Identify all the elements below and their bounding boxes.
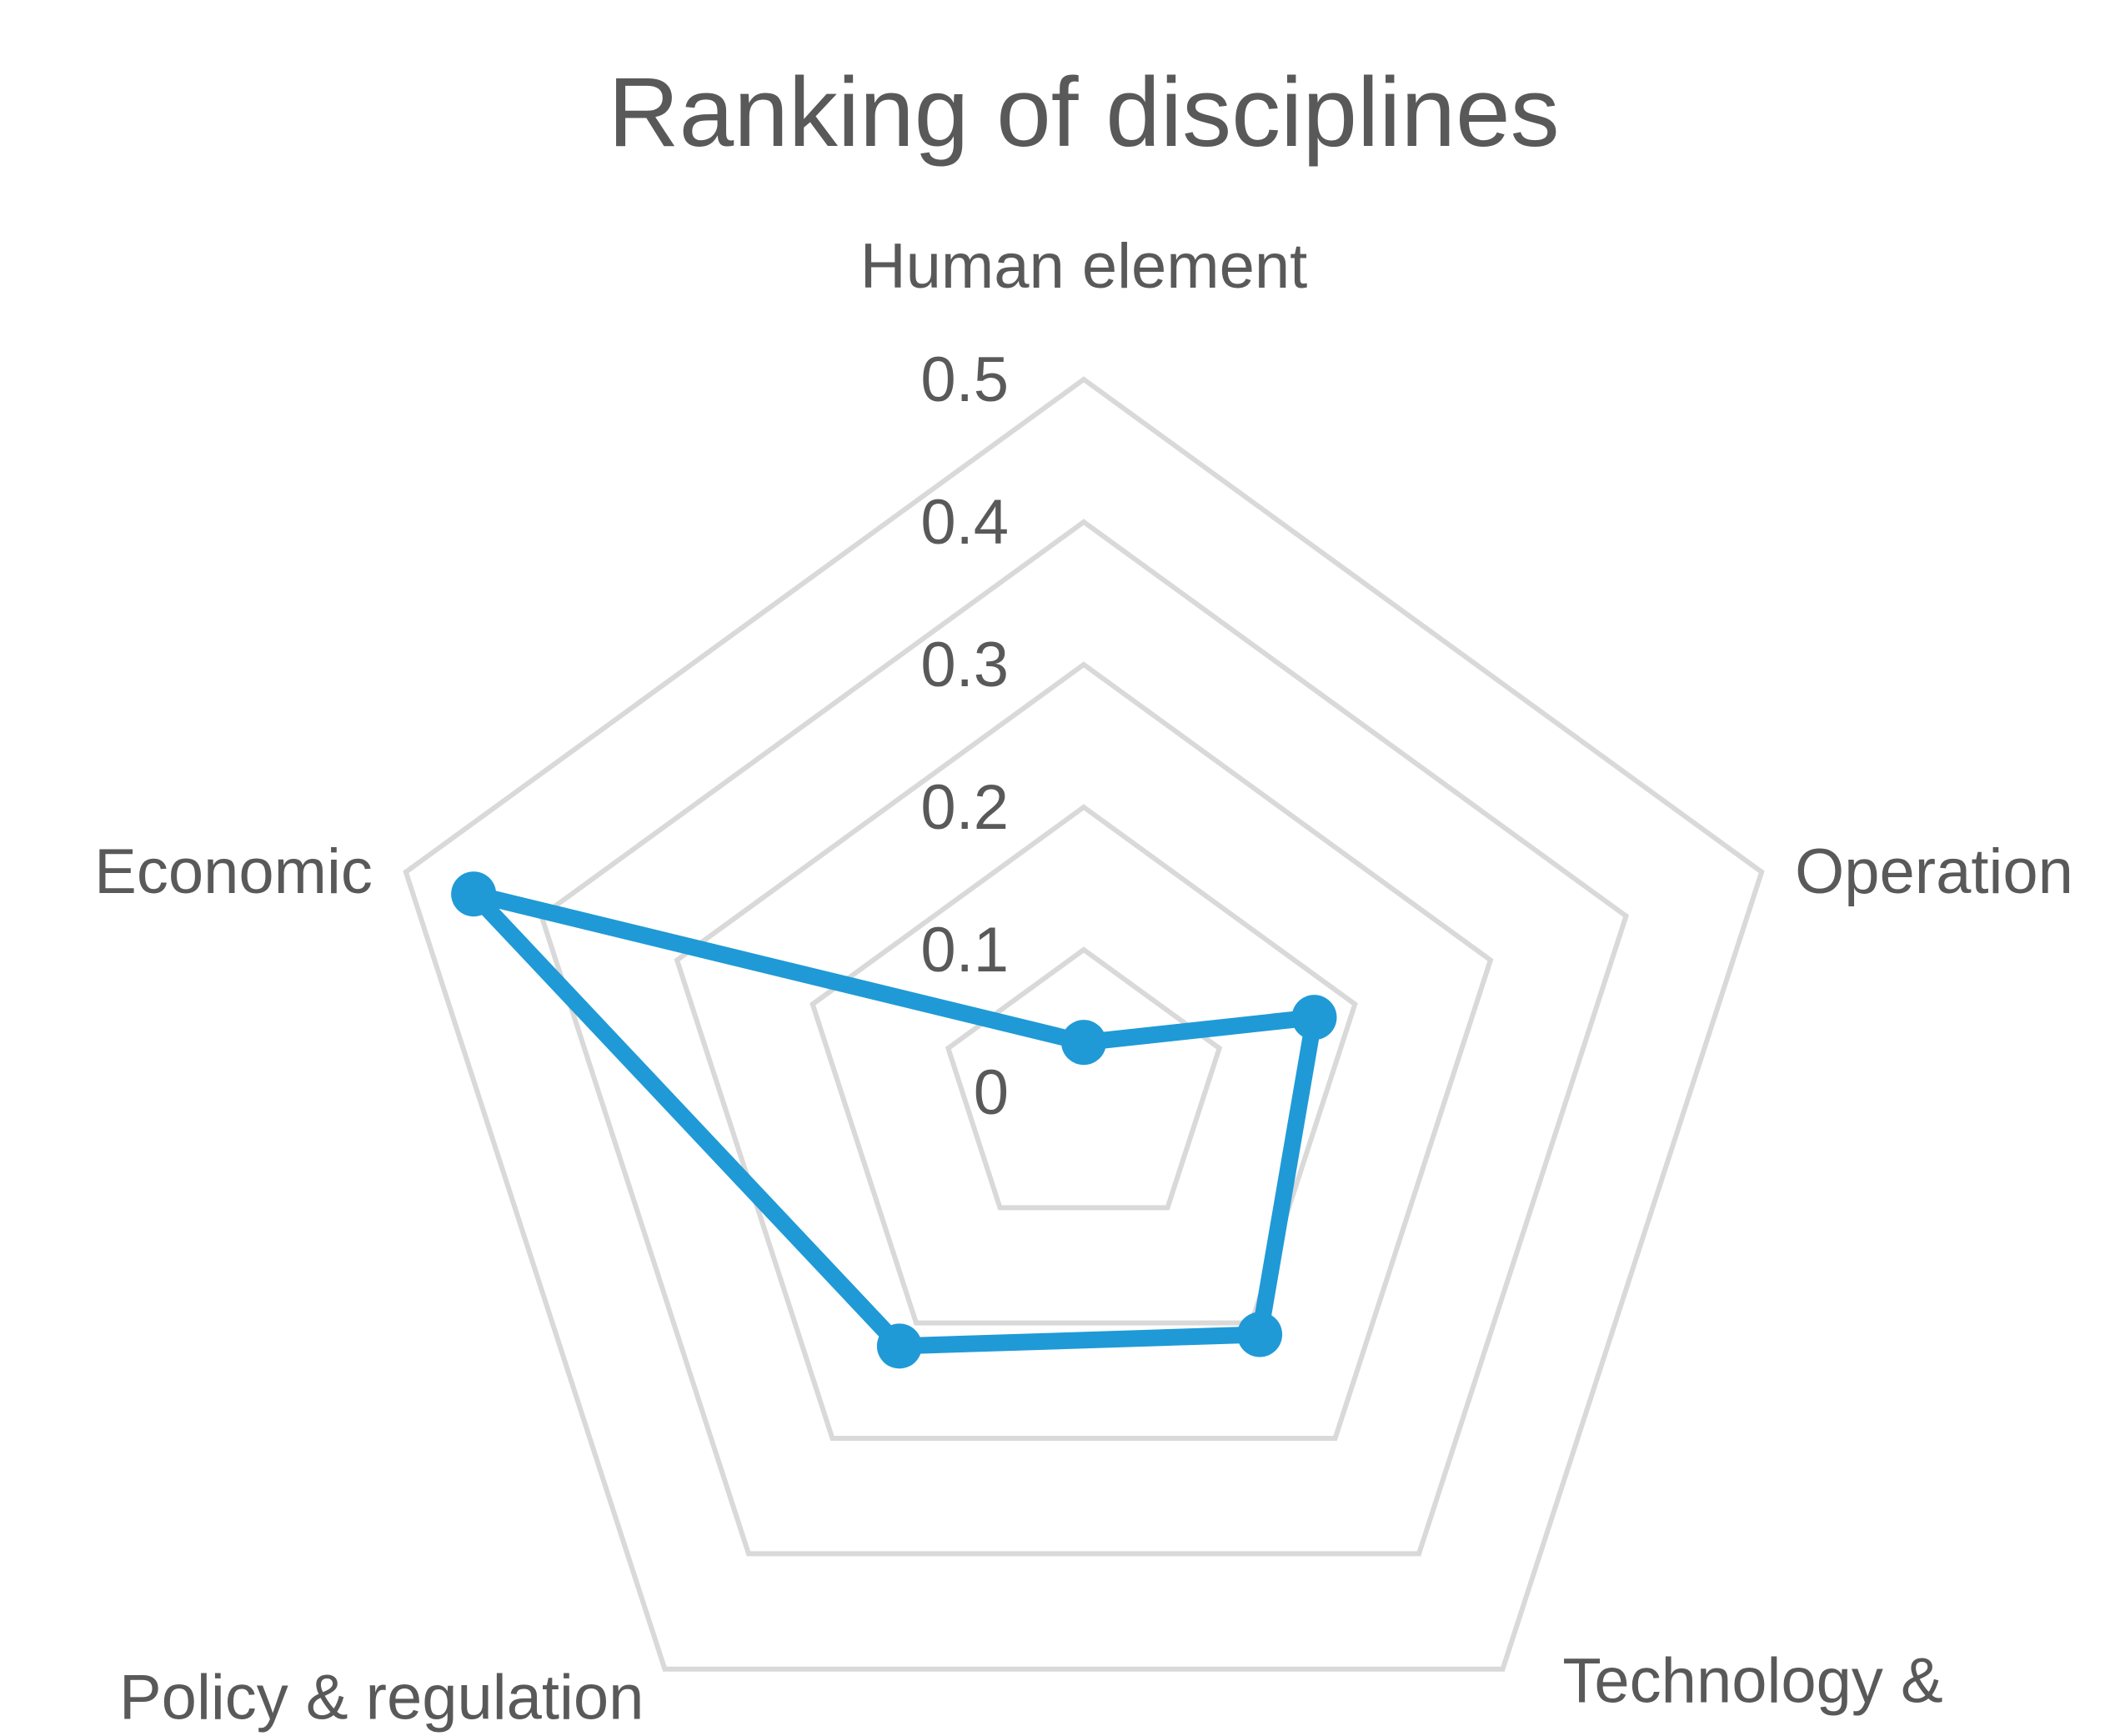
chart-title: Ranking of disciplines bbox=[608, 58, 1559, 168]
tick-label: 0.2 bbox=[920, 772, 1009, 843]
category-labels: Human element Operation Technology &Innova… bbox=[94, 231, 2073, 1736]
data-point bbox=[1237, 1312, 1283, 1357]
tick-label: 0.3 bbox=[920, 630, 1009, 700]
data-point bbox=[1061, 1020, 1106, 1066]
grid-ring-0-5 bbox=[403, 376, 1765, 1672]
category-label: Economic bbox=[94, 836, 373, 907]
radial-tick-labels: 0 0.1 0.2 0.3 0.4 0.5 bbox=[920, 344, 1009, 1128]
grid-ring-0-2 bbox=[809, 804, 1358, 1326]
series-line bbox=[465, 886, 1323, 1355]
grid-ring-0-3 bbox=[674, 661, 1494, 1442]
tick-label: 0.5 bbox=[920, 344, 1009, 415]
data-point bbox=[876, 1323, 922, 1369]
data-series bbox=[451, 871, 1337, 1369]
category-label: Technology &Innovation bbox=[1562, 1646, 1942, 1736]
category-label: Policy & regulation bbox=[119, 1663, 644, 1733]
grid-ring-0-4 bbox=[538, 519, 1630, 1557]
category-label: Human element bbox=[860, 231, 1308, 302]
category-label: Operation bbox=[1795, 836, 2073, 907]
tick-label: 0 bbox=[974, 1057, 1009, 1128]
data-point bbox=[451, 871, 497, 917]
radar-grid bbox=[403, 376, 1765, 1672]
tick-label: 0.1 bbox=[920, 915, 1009, 986]
data-point bbox=[1291, 995, 1337, 1041]
tick-label: 0.4 bbox=[920, 487, 1009, 558]
